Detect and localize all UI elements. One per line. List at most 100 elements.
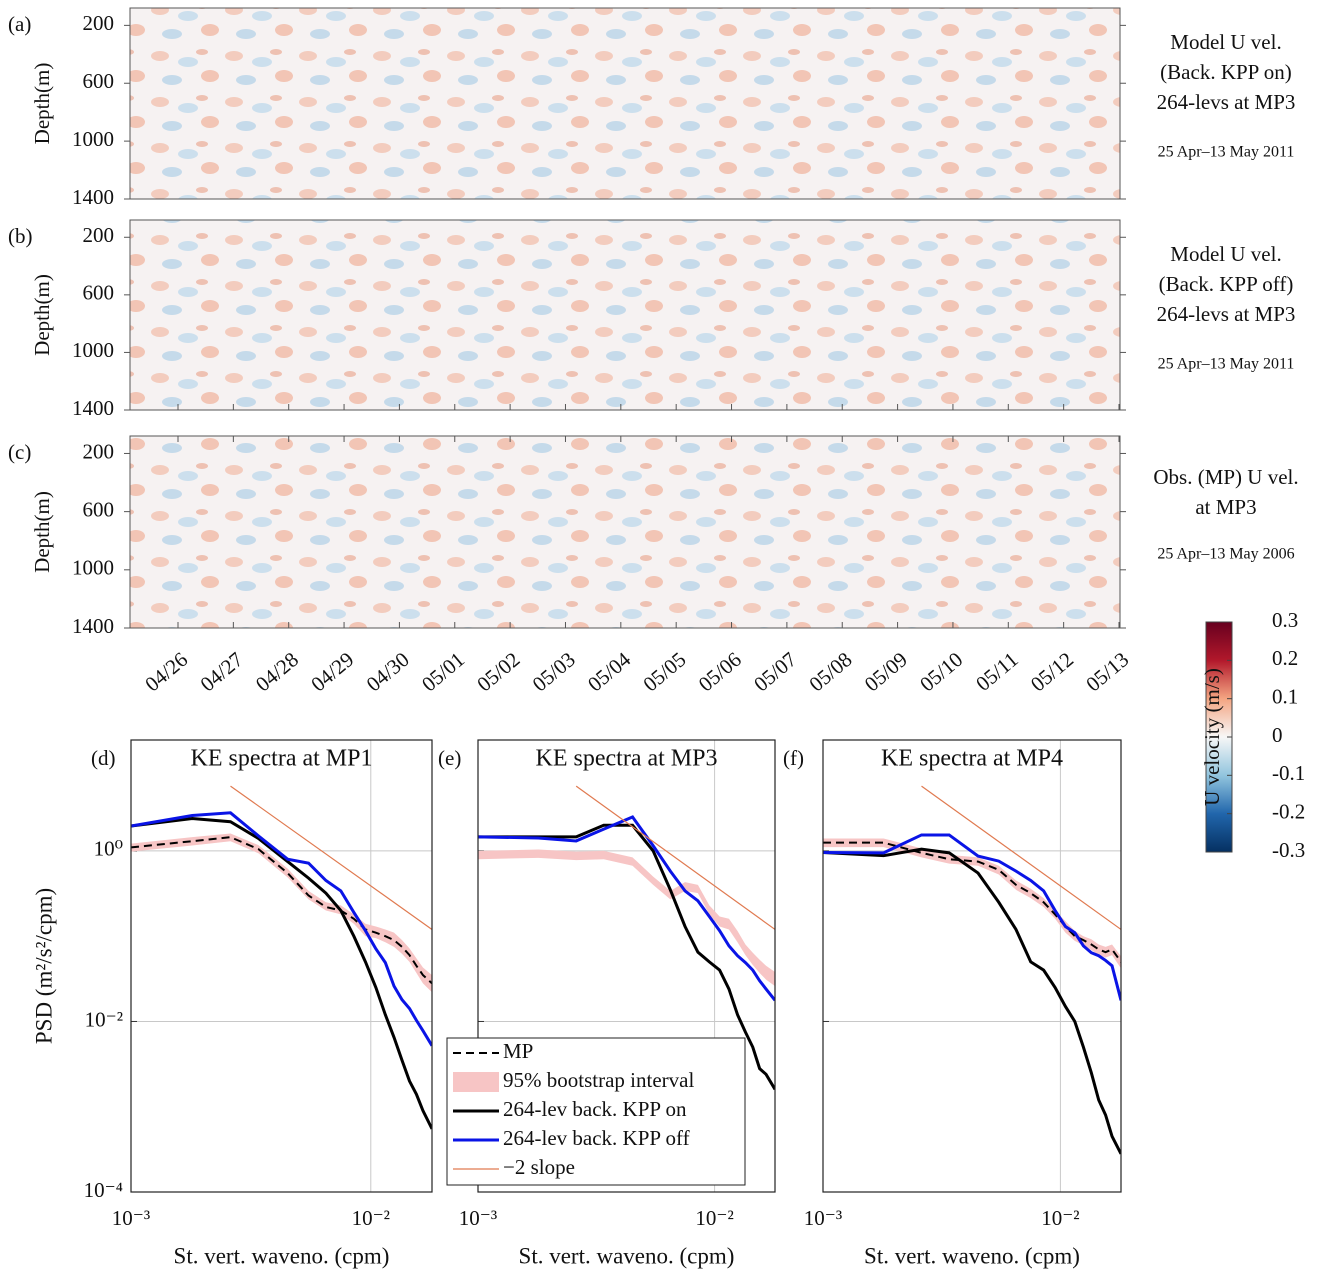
panel-annotation: 264-levs at MP3 bbox=[1157, 302, 1296, 326]
series-group bbox=[478, 785, 775, 1091]
x-tick-label: 05/03 bbox=[528, 647, 580, 696]
panel-frame bbox=[129, 219, 1121, 411]
confidence-band bbox=[478, 849, 775, 987]
panel-label: (d) bbox=[91, 746, 116, 770]
x-tick-label: 04/30 bbox=[362, 647, 414, 696]
plot-area bbox=[131, 740, 432, 1192]
series-line bbox=[131, 811, 432, 1047]
panel-label: (a) bbox=[8, 12, 31, 36]
panel-annotation: 264-levs at MP3 bbox=[1157, 90, 1296, 114]
panel-annotation: Model U vel. bbox=[1170, 242, 1281, 266]
legend-label: 264-lev back. KPP on bbox=[503, 1097, 687, 1121]
legend-label: −2 slope bbox=[503, 1155, 575, 1179]
chart-title: KE spectra at MP1 bbox=[191, 746, 373, 772]
panel-annotation: (Back. KPP on) bbox=[1160, 60, 1292, 84]
panel-annotation: (Back. KPP off) bbox=[1159, 272, 1294, 296]
colorbar-tick-label: -0.3 bbox=[1272, 838, 1305, 862]
y-tick-label: 1400 bbox=[72, 614, 114, 638]
x-tick-label: 10⁻² bbox=[695, 1206, 733, 1230]
x-tick-label: 10⁻³ bbox=[112, 1206, 150, 1230]
date-range: 25 Apr–13 May 2011 bbox=[1158, 144, 1295, 161]
y-tick-label: 600 bbox=[83, 497, 115, 521]
x-tick-label: 10⁻² bbox=[352, 1206, 390, 1230]
x-tick-label: 04/28 bbox=[251, 647, 303, 696]
x-tick-label: 05/13 bbox=[1081, 647, 1133, 696]
y-tick-label: 200 bbox=[83, 439, 115, 463]
y-tick-label: 10⁰ bbox=[94, 837, 123, 861]
y-axis-label: Depth(m) bbox=[30, 274, 54, 356]
panel-frame bbox=[129, 7, 1121, 200]
y-tick-label: 200 bbox=[83, 223, 115, 247]
x-tick-label: 05/06 bbox=[694, 647, 746, 696]
y-tick-label: 600 bbox=[83, 69, 115, 93]
heatmap-field bbox=[130, 8, 1120, 199]
panel-label: (e) bbox=[438, 746, 461, 770]
series-line bbox=[131, 817, 432, 1130]
y-tick-label: 600 bbox=[83, 281, 115, 305]
y-axis-label: PSD (m²/s²/cpm) bbox=[31, 888, 56, 1044]
y-axis-label: Depth(m) bbox=[30, 63, 54, 145]
panel-annotation: at MP3 bbox=[1195, 495, 1256, 519]
plot-frame bbox=[477, 739, 776, 1193]
x-tick-label: 10⁻³ bbox=[459, 1206, 497, 1230]
panel-label: (b) bbox=[8, 224, 33, 248]
x-tick-label: 05/08 bbox=[804, 647, 856, 696]
series-line bbox=[823, 847, 1121, 1155]
y-tick-label: 1000 bbox=[72, 338, 114, 362]
x-tick-label: 05/10 bbox=[915, 647, 967, 696]
chart-title: KE spectra at MP4 bbox=[881, 746, 1063, 772]
x-tick-label: 05/12 bbox=[1026, 647, 1078, 696]
x-tick-label: 04/26 bbox=[140, 647, 192, 696]
x-tick-label: 05/07 bbox=[749, 647, 801, 696]
panel-annotation: Model U vel. bbox=[1170, 30, 1281, 54]
y-axis-label: Depth(m) bbox=[30, 491, 54, 573]
x-tick-label: 10⁻³ bbox=[804, 1206, 842, 1230]
date-range: 25 Apr–13 May 2006 bbox=[1157, 546, 1294, 563]
x-axis-label: St. vert. waveno. (cpm) bbox=[864, 1243, 1080, 1268]
colorbar-tick-label: -0.1 bbox=[1272, 761, 1305, 785]
x-tick-label: 10⁻² bbox=[1041, 1206, 1079, 1230]
x-axis-label: St. vert. waveno. (cpm) bbox=[174, 1243, 390, 1268]
y-tick-label: 10⁻² bbox=[85, 1007, 123, 1031]
y-tick-label: 1000 bbox=[72, 556, 114, 580]
x-tick-label: 04/27 bbox=[196, 647, 248, 696]
legend-box bbox=[446, 1037, 746, 1186]
colorbar-tick-label: -0.2 bbox=[1272, 799, 1305, 823]
chart-title: KE spectra at MP3 bbox=[536, 746, 718, 772]
x-tick-label: 05/09 bbox=[860, 647, 912, 696]
panel-label: (f) bbox=[783, 746, 804, 770]
y-tick-label: 10⁻⁴ bbox=[84, 1178, 123, 1202]
series-line bbox=[575, 785, 775, 930]
legend-label: 95% bootstrap interval bbox=[503, 1068, 694, 1092]
colorbar-tick-label: 0 bbox=[1272, 723, 1283, 747]
y-tick-label: 200 bbox=[83, 11, 115, 35]
date-range: 25 Apr–13 May 2011 bbox=[1158, 356, 1295, 373]
colorbar-tick-label: 0.1 bbox=[1272, 684, 1298, 708]
legend-swatch bbox=[453, 1072, 499, 1092]
panel-frame bbox=[129, 435, 1121, 629]
series-line bbox=[478, 815, 775, 1002]
x-tick-label: 05/02 bbox=[472, 647, 524, 696]
x-tick-label: 05/05 bbox=[638, 647, 690, 696]
plot-frame bbox=[822, 739, 1122, 1193]
series-group bbox=[131, 785, 432, 1130]
colorbar-label: U velocity (m/s) bbox=[1200, 668, 1224, 806]
y-tick-label: 1400 bbox=[72, 185, 114, 209]
series-line bbox=[823, 841, 1121, 963]
y-tick-label: 1400 bbox=[72, 396, 114, 420]
panel-annotation: Obs. (MP) U vel. bbox=[1153, 465, 1298, 489]
y-tick-label: 1000 bbox=[72, 127, 114, 151]
x-tick-label: 05/11 bbox=[971, 647, 1022, 696]
x-axis-label: St. vert. waveno. (cpm) bbox=[519, 1243, 735, 1268]
series-line bbox=[478, 823, 775, 1091]
series-line bbox=[921, 785, 1121, 930]
panel-label: (c) bbox=[8, 440, 31, 464]
legend-label: MP bbox=[503, 1039, 533, 1063]
series-line bbox=[823, 833, 1121, 1001]
series-line bbox=[230, 785, 432, 930]
x-tick-label: 05/01 bbox=[417, 647, 469, 696]
legend-label: 264-lev back. KPP off bbox=[503, 1126, 690, 1150]
series-group bbox=[823, 785, 1121, 1155]
heatmap-field bbox=[130, 220, 1120, 410]
